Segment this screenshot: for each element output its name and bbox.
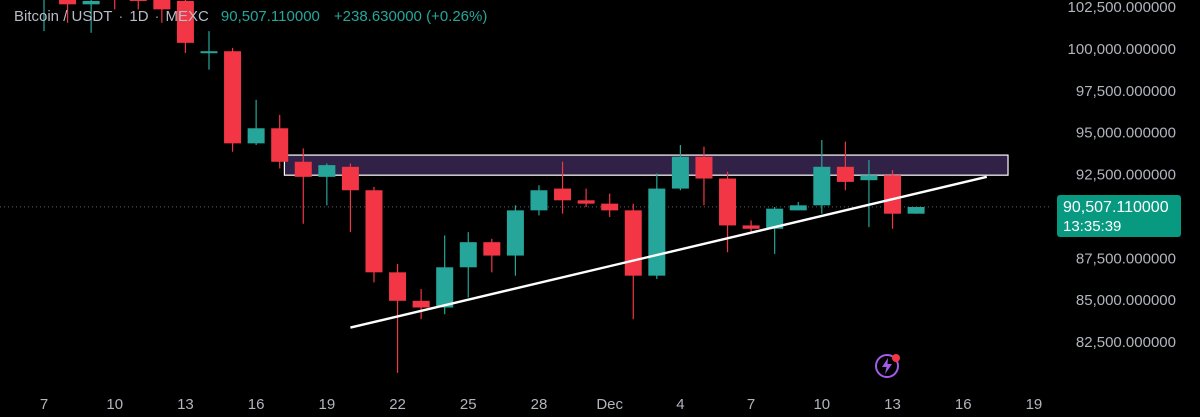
x-axis-tick-label: 10 (813, 396, 830, 413)
candle-body (530, 190, 548, 211)
x-axis-tick-label: 16 (955, 396, 972, 413)
candle-body (82, 0, 100, 5)
y-axis-tick-label: 95,000.000000 (1076, 125, 1176, 142)
candle-body (766, 208, 784, 229)
candle-body (412, 300, 430, 308)
candle-body (907, 207, 925, 214)
symbol-header: Bitcoin / USDT · 1D · MEXC 90,507.110000… (14, 8, 487, 25)
candle-body (719, 178, 737, 226)
candle-body (601, 203, 619, 211)
candle-body (813, 166, 831, 206)
candle-body (506, 210, 524, 256)
candle-body (153, 0, 171, 10)
symbol-name[interactable]: Bitcoin / USDT (14, 8, 113, 25)
x-axis-tick-label: 25 (460, 396, 477, 413)
x-axis-tick-label: 4 (676, 396, 684, 413)
x-axis-tick-label: Dec (596, 396, 623, 413)
candle-body (789, 205, 807, 211)
x-axis-tick-label: 7 (747, 396, 755, 413)
y-axis-tick-label: 85,000.000000 (1076, 292, 1176, 309)
x-axis-tick-label: 16 (248, 396, 265, 413)
current-price-tag: 90,507.110000 13:35:39 (1057, 195, 1181, 237)
y-axis-tick-label: 102,500.000000 (1068, 0, 1176, 16)
candle-body (459, 242, 477, 268)
bar-countdown-label: 13:35:39 (1063, 218, 1122, 235)
candle-body (294, 161, 312, 177)
x-axis-tick-label: 13 (884, 396, 901, 413)
x-axis-tick-label: 28 (531, 396, 548, 413)
candle-body (648, 188, 666, 276)
y-axis-tick-label: 82,500.000000 (1076, 334, 1176, 351)
candle-body (200, 51, 218, 54)
candle-body (247, 128, 265, 144)
candle-body (554, 188, 572, 201)
x-axis-tick-label: 22 (389, 396, 406, 413)
candle-body (365, 190, 383, 273)
candle-body (176, 0, 194, 43)
x-axis-tick-label: 13 (177, 396, 194, 413)
y-axis-tick-label: 92,500.000000 (1076, 167, 1176, 184)
y-axis-tick-label: 87,500.000000 (1076, 250, 1176, 267)
header-separator: · (118, 8, 124, 25)
candle-body (389, 272, 407, 301)
candle-body (742, 225, 760, 229)
candle-body (341, 166, 359, 191)
ascending-trendline[interactable] (350, 175, 988, 329)
y-axis-tick-label: 97,500.000000 (1076, 83, 1176, 100)
x-axis-tick-label: 7 (40, 396, 48, 413)
y-axis-tick-label: 100,000.000000 (1068, 41, 1176, 58)
candle-body (59, 0, 77, 5)
candle-body (436, 267, 454, 308)
candle-body (884, 175, 902, 214)
candle-body (671, 156, 689, 189)
price-change-value: +238.630000 (+0.26%) (333, 8, 488, 25)
exchange-label: MEXC (165, 8, 209, 25)
candle-body (577, 200, 595, 204)
candle-body (624, 210, 642, 276)
candle-body (224, 51, 242, 144)
x-axis-tick-label: 19 (1026, 396, 1043, 413)
resistance-zone[interactable] (283, 154, 1009, 176)
interval-label[interactable]: 1D (129, 8, 149, 25)
candle-body (860, 175, 878, 181)
candle-body (836, 166, 854, 182)
candle-body (129, 0, 147, 1)
header-separator: · (154, 8, 160, 25)
candle-body (695, 156, 713, 179)
lightning-badge-icon[interactable] (874, 353, 900, 379)
x-axis-tick-label: 19 (318, 396, 335, 413)
candle-body (318, 165, 336, 177)
current-price-label: 90,507.110000 (1063, 199, 1169, 216)
last-price-value: 90,507.110000 (220, 8, 320, 25)
x-axis-tick-label: 10 (106, 396, 123, 413)
candle-body (483, 242, 501, 256)
candle-body (271, 128, 289, 162)
